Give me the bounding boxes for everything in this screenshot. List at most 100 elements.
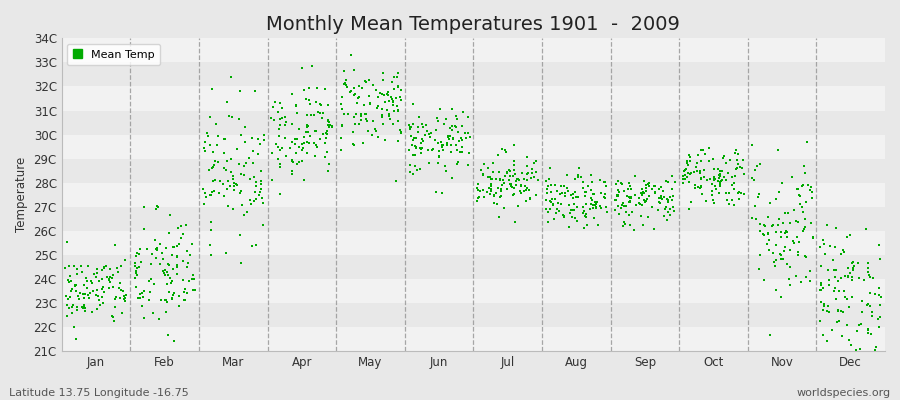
Point — [762, 332, 777, 338]
Point — [450, 129, 464, 135]
Point — [544, 198, 558, 204]
Point — [822, 309, 836, 315]
Point — [107, 242, 122, 248]
Point — [354, 116, 368, 123]
Point — [681, 206, 696, 212]
Point — [609, 181, 624, 188]
Point — [816, 237, 831, 244]
Point — [509, 176, 524, 182]
Point — [665, 186, 680, 192]
Point — [841, 265, 855, 271]
Point — [179, 221, 194, 228]
Point — [634, 190, 649, 196]
Point — [842, 273, 856, 280]
Point — [642, 180, 656, 186]
Point — [491, 185, 506, 191]
Point — [253, 188, 267, 195]
Point — [161, 272, 176, 278]
Point — [224, 169, 238, 176]
Point — [593, 202, 608, 209]
Point — [546, 202, 561, 208]
Point — [95, 300, 110, 306]
Point — [169, 243, 184, 249]
Point — [498, 173, 512, 179]
Point — [271, 156, 285, 162]
Point — [502, 168, 517, 174]
Point — [114, 287, 129, 294]
Point — [571, 172, 585, 178]
Point — [872, 292, 886, 298]
Point — [639, 182, 653, 188]
Point — [706, 197, 720, 203]
Point — [836, 308, 850, 315]
Point — [378, 99, 392, 105]
Point — [761, 247, 776, 253]
Point — [165, 278, 179, 284]
Point — [458, 130, 473, 136]
Point — [59, 292, 74, 299]
Point — [547, 196, 562, 202]
Point — [129, 268, 143, 274]
Point — [846, 263, 860, 270]
Point — [794, 278, 808, 285]
Point — [296, 145, 310, 152]
Point — [828, 244, 842, 250]
Point — [102, 276, 116, 282]
Point — [215, 181, 230, 188]
Point — [642, 183, 656, 190]
Point — [273, 100, 287, 106]
Point — [697, 166, 711, 173]
Point — [313, 110, 328, 116]
Point — [690, 184, 705, 190]
Point — [149, 245, 164, 252]
Point — [376, 121, 391, 127]
Point — [302, 84, 316, 91]
Point — [163, 212, 177, 219]
Point — [131, 251, 146, 258]
Point — [860, 327, 875, 333]
Point — [583, 195, 598, 202]
Point — [310, 128, 324, 134]
Point — [814, 287, 828, 294]
Point — [728, 166, 742, 172]
Point — [523, 195, 537, 201]
Point — [662, 212, 677, 218]
Point — [824, 327, 839, 333]
Point — [471, 195, 485, 201]
Point — [558, 193, 572, 199]
Point — [300, 112, 314, 118]
Point — [440, 140, 454, 146]
Point — [209, 120, 223, 127]
Point — [83, 290, 97, 296]
Point — [385, 97, 400, 104]
Point — [116, 288, 130, 294]
Point — [805, 188, 819, 195]
Point — [233, 232, 248, 238]
Point — [403, 124, 418, 130]
Point — [248, 179, 263, 186]
Point — [109, 294, 123, 301]
Point — [308, 152, 322, 159]
Point — [308, 128, 322, 134]
Point — [690, 160, 705, 166]
Point — [254, 186, 268, 192]
Point — [476, 172, 491, 178]
Point — [378, 99, 392, 105]
Point — [487, 192, 501, 199]
Point — [658, 206, 672, 212]
Point — [828, 284, 842, 291]
Point — [297, 134, 311, 140]
Point — [562, 224, 576, 230]
Point — [503, 173, 517, 179]
Point — [661, 179, 675, 186]
Point — [204, 165, 219, 171]
Point — [682, 171, 697, 177]
Point — [156, 255, 170, 262]
Point — [831, 306, 845, 313]
Point — [774, 180, 788, 186]
Point — [503, 183, 517, 190]
Point — [618, 220, 633, 227]
Point — [726, 180, 741, 186]
Point — [501, 167, 516, 174]
Point — [454, 149, 469, 156]
